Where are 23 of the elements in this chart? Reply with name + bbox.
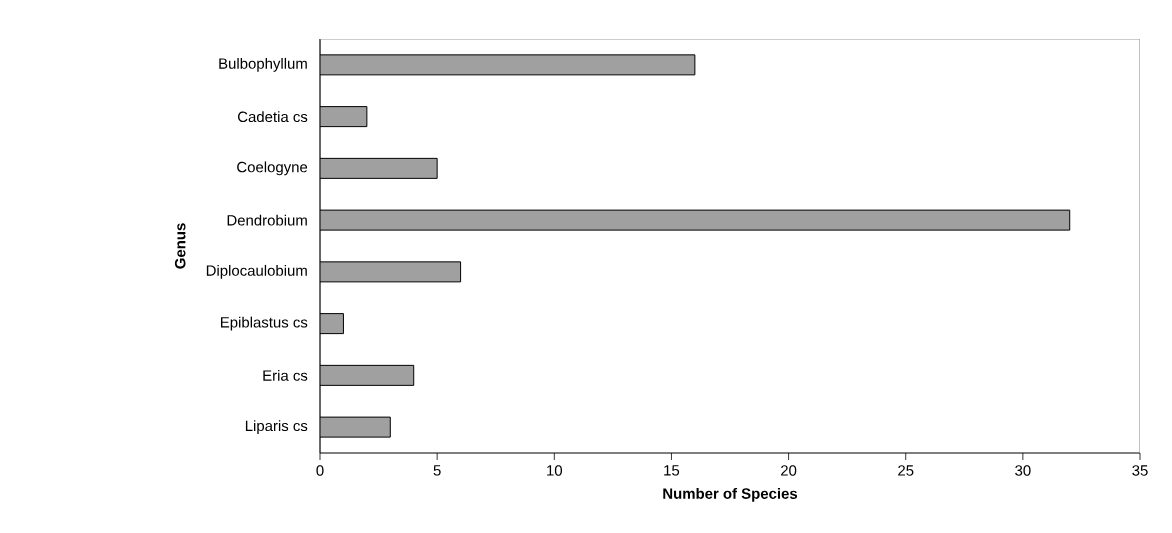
- bar: [320, 157, 438, 179]
- bar: [320, 209, 1071, 231]
- y-tick-label: Dendrobium: [227, 214, 307, 226]
- y-tick-label: Cadetia cs: [237, 111, 308, 123]
- bar: [320, 54, 696, 76]
- x-tick-label: 35: [1132, 465, 1148, 476]
- bar: [320, 364, 415, 386]
- y-tick-label: Coelogyne: [237, 161, 308, 176]
- y-tick-label: Diplocaulobium: [206, 264, 307, 279]
- x-tick-label: 30: [1015, 465, 1031, 476]
- y-tick-label: Eria cs: [263, 369, 308, 381]
- y-tick-label: Epiblastus cs: [221, 316, 308, 331]
- x-tick-label: 25: [898, 465, 914, 476]
- x-tick-label: 15: [664, 465, 680, 476]
- y-axis-title: Genus: [174, 223, 186, 269]
- x-tick-label: 5: [433, 465, 441, 476]
- x-tick-label: 0: [316, 465, 324, 476]
- y-tick-label: Bulbophyllum: [219, 57, 307, 72]
- y-tick-label: Liparis cs: [245, 420, 308, 435]
- bar: [320, 106, 368, 128]
- x-tick-label: 20: [781, 465, 797, 476]
- x-tick-label: 10: [547, 465, 563, 476]
- x-axis-title: Number of Species: [663, 487, 798, 502]
